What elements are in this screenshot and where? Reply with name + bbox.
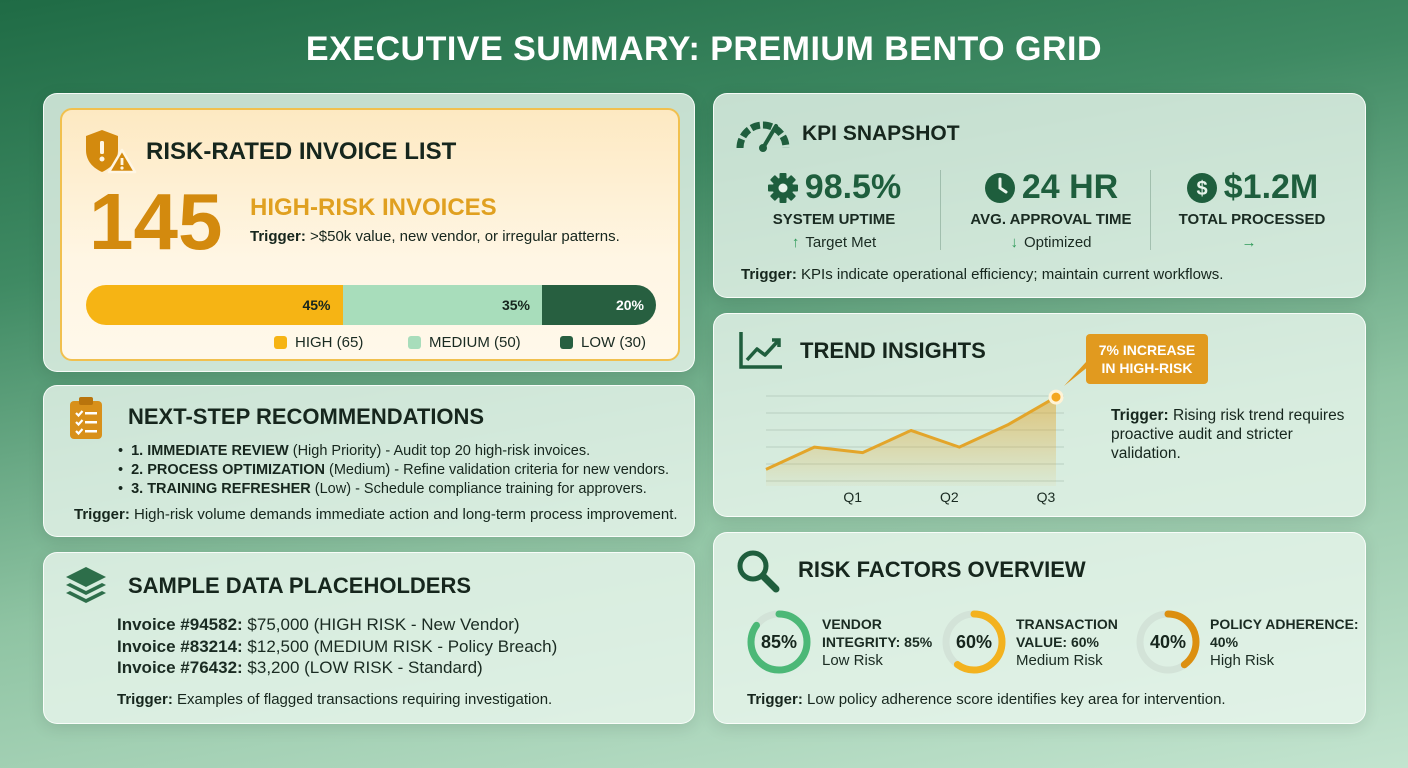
risk-factors-title: RISK FACTORS OVERVIEW xyxy=(798,557,1086,582)
trend-callout: 7% INCREASE IN HIGH-RISK xyxy=(1086,334,1208,384)
magnifier-icon xyxy=(737,550,780,593)
legend-high: HIGH (65) xyxy=(274,334,363,351)
trend-peak-point xyxy=(1048,389,1064,405)
kpi-approval-time: 24 HR AVG. APPROVAL TIME ↓ Optimized xyxy=(944,168,1158,251)
sample-data-trigger: Trigger: Examples of flagged transaction… xyxy=(117,691,553,708)
trend-trigger: Trigger: Rising risk trend requires proa… xyxy=(1111,407,1345,462)
kpi-total-processed: $ $1.2M TOTAL PROCESSED → xyxy=(1152,168,1352,251)
trend-chart-icon xyxy=(739,332,782,369)
svg-text:$: $ xyxy=(1196,178,1207,200)
bar-segment-high: 45% xyxy=(86,285,343,325)
kpi-status: ↓ Optimized xyxy=(1010,234,1092,251)
x-tick-label: Q1 xyxy=(843,489,862,505)
high-risk-count: 145 xyxy=(89,177,223,266)
trend-line-chart: Q1 Q2 Q3 xyxy=(765,389,1064,505)
arrow-right-icon: → xyxy=(1241,234,1257,251)
factor-risk-level: Low Risk xyxy=(822,652,883,669)
kpi-trigger: Trigger: KPIs indicate operational effic… xyxy=(741,266,1224,283)
recommendation-item: 2. PROCESS OPTIMIZATION (Medium) - Refin… xyxy=(118,461,669,480)
kpi-label: TOTAL PROCESSED xyxy=(1178,211,1326,228)
factor-name: VENDOR INTEGRITY: 85% xyxy=(822,616,933,650)
risk-card-inner: RISK-RATED INVOICE LIST 145 HIGH-RISK IN… xyxy=(60,108,680,361)
gear-icon xyxy=(767,172,798,203)
speedometer-icon xyxy=(736,121,790,152)
clipboard-checklist-icon xyxy=(70,397,102,439)
kpi-divider xyxy=(1150,170,1151,250)
risk-distribution-bar: 45% 35% 20% xyxy=(86,285,656,325)
transaction-value-donut xyxy=(942,610,1006,674)
kpi-card: KPI SNAPSHOT 98.5% SYSTEM UPTIME ↑ Target… xyxy=(713,93,1366,298)
vendor-integrity-donut xyxy=(747,610,811,674)
recommendations-trigger: Trigger: High-risk volume demands immedi… xyxy=(74,506,678,523)
policy-adherence-donut xyxy=(1136,610,1200,674)
legend-low: LOW (30) xyxy=(560,334,646,351)
donut-percent: 60% xyxy=(955,632,993,652)
risk-factors-card: RISK FACTORS OVERVIEW 85% VENDOR INTEGRIT… xyxy=(713,532,1366,724)
arrow-down-icon: ↓ xyxy=(1010,234,1018,251)
recommendations-card: NEXT-STEP RECOMMENDATIONS 1. IMMEDIATE R… xyxy=(43,385,695,537)
bar-segment-low: 20% xyxy=(542,285,656,325)
x-tick-label: Q3 xyxy=(1037,489,1056,505)
factor-name: POLICY ADHERENCE: 40% xyxy=(1210,616,1359,650)
recommendation-item: 1. IMMEDIATE REVIEW (High Priority) - Au… xyxy=(118,442,669,461)
layers-icon xyxy=(66,567,106,603)
invoice-row: Invoice #94582: $75,000 (HIGH RISK - New… xyxy=(117,615,520,634)
high-risk-label: HIGH-RISK INVOICES xyxy=(250,194,497,221)
sample-data-card: SAMPLE DATA PLACEHOLDERS Invoice #94582:… xyxy=(43,552,695,724)
donut-arc xyxy=(1136,610,1200,674)
risk-factors-trigger: Trigger: Low policy adherence score iden… xyxy=(747,691,1226,708)
risk-trigger: Trigger: >$50k value, new vendor, or irr… xyxy=(250,228,620,245)
recommendations-title: NEXT-STEP RECOMMENDATIONS xyxy=(128,404,485,429)
kpi-label: SYSTEM UPTIME xyxy=(772,211,896,228)
dollar-icon: $ xyxy=(1186,172,1217,203)
clock-icon xyxy=(984,172,1015,203)
trend-card: TREND INSIGHTS Q1 Q2 Q3 7% INCREASE IN HIG… xyxy=(713,313,1366,517)
invoice-row: Invoice #76432: $3,200 (LOW RISK - Stand… xyxy=(117,658,483,677)
donut-percent: 85% xyxy=(760,632,798,652)
factor-risk-level: Medium Risk xyxy=(1016,652,1103,669)
arrow-up-icon: ↑ xyxy=(791,234,800,251)
kpi-value: 24 HR xyxy=(1021,168,1119,206)
trend-title: TREND INSIGHTS xyxy=(800,338,986,363)
kpi-title: KPI SNAPSHOT xyxy=(802,122,960,145)
sample-data-title: SAMPLE DATA PLACEHOLDERS xyxy=(128,573,472,598)
page-title: EXECUTIVE SUMMARY: PREMIUM BENTO GRID xyxy=(305,30,1103,68)
kpi-status: ↑ Target Met xyxy=(791,234,877,251)
kpi-value: $1.2M xyxy=(1223,168,1319,206)
donut-arc xyxy=(747,610,811,674)
kpi-divider xyxy=(940,170,941,250)
trend-line xyxy=(765,395,1057,471)
invoice-row: Invoice #83214: $12,500 (MEDIUM RISK - P… xyxy=(117,637,558,656)
recommendation-item: 3. TRAINING REFRESHER (Low) - Schedule c… xyxy=(118,480,669,499)
shield-warning-icon xyxy=(86,130,137,174)
donut-percent: 40% xyxy=(1149,632,1187,652)
risk-card-title: RISK-RATED INVOICE LIST xyxy=(146,138,457,165)
trend-area xyxy=(766,397,1056,486)
kpi-label: AVG. APPROVAL TIME xyxy=(970,211,1132,228)
kpi-status: → xyxy=(1152,234,1352,251)
bar-segment-medium: 35% xyxy=(342,285,542,325)
x-tick-label: Q2 xyxy=(940,489,959,505)
kpi-uptime: 98.5% SYSTEM UPTIME ↑ Target Met xyxy=(734,168,934,251)
kpi-value: 98.5% xyxy=(804,168,902,206)
legend-medium: MEDIUM (50) xyxy=(408,334,521,351)
recommendations-list: 1. IMMEDIATE REVIEW (High Priority) - Au… xyxy=(118,442,669,499)
factor-risk-level: High Risk xyxy=(1210,652,1275,669)
factor-name: TRANSACTION VALUE: 60% xyxy=(1016,616,1118,650)
donut-arc xyxy=(942,610,1006,674)
